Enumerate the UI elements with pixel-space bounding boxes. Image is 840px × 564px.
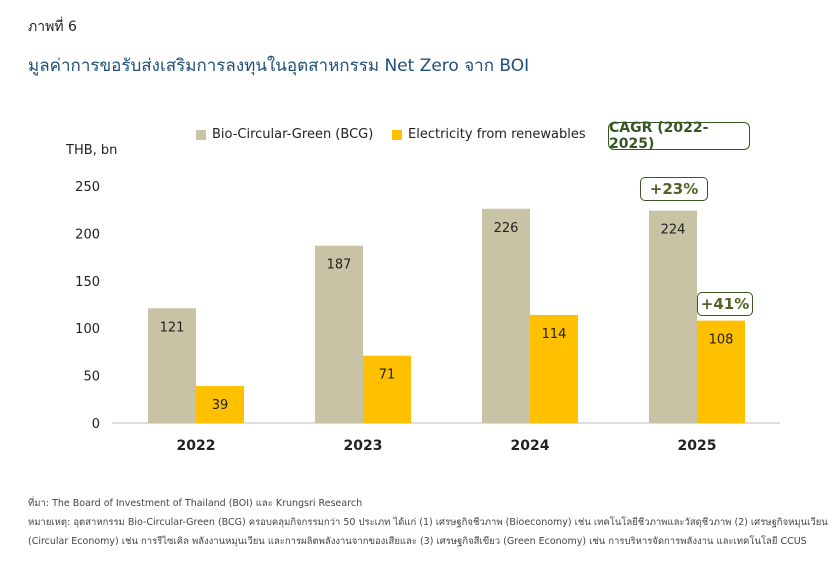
data-label: 71 — [379, 368, 396, 383]
x-tick-label: 2024 — [511, 438, 550, 454]
bar-renewables — [363, 355, 411, 423]
bar-bcg — [482, 208, 530, 423]
legend-item-bcg: Bio-Circular-Green (BCG) — [196, 127, 373, 142]
bar-bcg — [649, 210, 697, 423]
x-tick-label: 2022 — [177, 438, 216, 454]
bar-bcg — [148, 308, 196, 423]
legend-label: Electricity from renewables — [408, 127, 586, 142]
legend-item-renewables: Electricity from renewables — [392, 127, 586, 142]
legend-swatch — [392, 129, 402, 140]
x-tick-label: 2023 — [344, 438, 383, 454]
data-label: 187 — [327, 258, 352, 273]
notes: ที่มา: The Board of Investment of Thaila… — [28, 494, 828, 551]
y-tick-label: 50 — [83, 370, 100, 385]
source-note: ที่มา: The Board of Investment of Thaila… — [28, 498, 363, 509]
y-tick-label: 250 — [75, 180, 100, 195]
data-label: 108 — [709, 333, 734, 348]
data-label: 226 — [494, 221, 519, 236]
y-tick-label: 150 — [75, 275, 100, 290]
cagr-box: CAGR (2022-2025) — [608, 120, 750, 152]
bar-bcg — [315, 245, 363, 423]
remark-line-2: (Circular Economy) เช่น การรีไซเคิล พลัง… — [28, 536, 807, 547]
data-label: 39 — [212, 398, 229, 413]
bar-renewables — [196, 386, 244, 423]
y-tick-label: 200 — [75, 227, 100, 242]
data-label: 224 — [661, 223, 686, 238]
bar-renewables — [697, 320, 745, 423]
bar-renewables — [530, 314, 578, 423]
y-axis-label: THB, bn — [66, 143, 118, 158]
legend-swatch — [196, 129, 206, 140]
data-label: 114 — [542, 327, 567, 342]
chart-title: มูลค่าการขอรับส่งเสริมการลงทุนในอุตสาหกร… — [28, 56, 530, 76]
x-tick-label: 2025 — [678, 438, 717, 454]
renewables-cagr-badge: +41% — [697, 292, 753, 316]
remark-line-1: หมายเหตุ: อุตสาหกรรม Bio-Circular-Green … — [28, 517, 828, 528]
bcg-cagr-badge: +23% — [640, 177, 708, 201]
y-tick-label: 100 — [75, 322, 100, 337]
legend-label: Bio-Circular-Green (BCG) — [212, 127, 374, 142]
figure-label: ภาพที่ 6 — [28, 19, 77, 35]
data-label: 121 — [160, 320, 185, 335]
y-tick-label: 0 — [92, 417, 100, 432]
